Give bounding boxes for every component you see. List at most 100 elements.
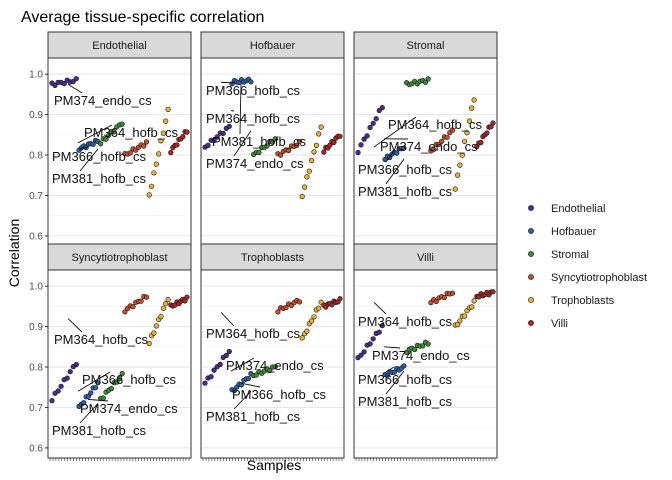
sample-annotation: PM381_hofb_cs bbox=[206, 409, 300, 424]
data-point bbox=[151, 170, 157, 176]
legend: Endothelial Hofbauer Stromal Syncytiotropho… bbox=[528, 203, 647, 330]
data-point bbox=[420, 343, 426, 349]
sample-annotation: PM366_hofb_cs bbox=[52, 149, 146, 164]
data-point bbox=[264, 143, 270, 149]
data-point bbox=[160, 305, 166, 311]
legend-item: Villi bbox=[528, 318, 568, 330]
annotation-leader bbox=[233, 130, 252, 157]
data-point bbox=[401, 363, 407, 369]
data-point bbox=[256, 149, 262, 156]
y-tick-label: 0.6 bbox=[29, 231, 43, 242]
data-point bbox=[391, 369, 398, 375]
data-point bbox=[455, 172, 461, 178]
data-point bbox=[412, 346, 418, 353]
data-point bbox=[248, 79, 254, 85]
legend-label: Villi bbox=[551, 318, 568, 330]
data-point bbox=[81, 400, 87, 406]
data-point bbox=[379, 104, 385, 111]
data-point bbox=[116, 376, 123, 382]
sample-annotation: PM381_hofb_cs bbox=[358, 184, 452, 199]
sample-annotation: PM381_hofb_cs bbox=[358, 394, 452, 409]
facet-strip bbox=[47, 31, 192, 59]
data-point bbox=[214, 134, 220, 140]
sample-annotation: PM364_hofb_cs bbox=[206, 326, 300, 341]
data-point bbox=[211, 367, 217, 373]
data-point bbox=[73, 76, 79, 82]
data-point bbox=[146, 340, 152, 347]
data-point bbox=[90, 141, 96, 147]
data-point bbox=[143, 139, 150, 145]
data-point bbox=[67, 369, 73, 375]
facet-title: Trophoblasts bbox=[241, 252, 305, 264]
data-point bbox=[370, 120, 376, 126]
annotation-leader bbox=[385, 366, 395, 373]
data-point bbox=[449, 290, 456, 296]
data-point bbox=[158, 138, 164, 144]
legend-label: Trophoblasts bbox=[551, 295, 615, 307]
legend-item: Trophoblasts bbox=[528, 295, 615, 307]
data-point bbox=[299, 335, 305, 341]
annotation-leader bbox=[79, 148, 99, 172]
panel-background bbox=[354, 58, 497, 246]
legend-swatch bbox=[528, 228, 534, 234]
legend-item: Syncytiotrophoblast bbox=[528, 272, 647, 284]
data-point bbox=[384, 373, 391, 379]
sample-annotation: PM374_endo_cs bbox=[54, 93, 152, 108]
data-point bbox=[165, 297, 171, 303]
data-point bbox=[168, 150, 174, 156]
panel-border bbox=[353, 269, 498, 459]
data-point bbox=[321, 149, 327, 155]
data-point bbox=[174, 142, 180, 148]
annotation-leader bbox=[385, 370, 405, 395]
annotation-leader bbox=[385, 158, 405, 185]
data-point bbox=[313, 142, 320, 148]
data-point bbox=[180, 134, 186, 140]
data-point bbox=[471, 298, 477, 304]
sample-annotation: PM381_hofb_cs bbox=[212, 134, 306, 149]
sample-annotation: PM374_endo_cs bbox=[372, 348, 470, 363]
sample-annotation: PM374_endo_cs bbox=[380, 139, 478, 154]
data-point bbox=[278, 152, 284, 158]
facet-grid: Endothelial PM374_endo_cs PM364_hofb_cs PM3… bbox=[29, 31, 498, 461]
sample-annotation: PM366_hofb_cs bbox=[232, 387, 326, 402]
chart-title: Average tissue-specific correlation bbox=[21, 9, 264, 26]
data-point bbox=[103, 136, 109, 142]
legend-swatch bbox=[528, 251, 534, 257]
annotation-leader bbox=[220, 312, 235, 327]
facet-title: Hofbauer bbox=[250, 40, 296, 52]
data-point bbox=[441, 295, 448, 301]
facet-panel: Hofbauer PM366_hofb_cs PM364_hofb_cs PM381_… bbox=[200, 31, 345, 247]
facet-panel: Stromal PM364_hofb_cs PM374_endo_cs PM366_h… bbox=[353, 31, 498, 247]
data-point bbox=[462, 138, 468, 144]
data-point bbox=[163, 301, 169, 307]
data-point bbox=[184, 129, 190, 135]
data-point bbox=[452, 186, 458, 192]
data-point bbox=[309, 157, 315, 163]
data-point bbox=[433, 298, 439, 305]
data-point bbox=[245, 375, 252, 382]
annotation-leader bbox=[383, 346, 401, 349]
legend-item: Hofbauer bbox=[528, 226, 597, 238]
annotation-leader bbox=[230, 357, 255, 372]
data-point bbox=[253, 372, 259, 378]
legend-label: Endothelial bbox=[551, 203, 605, 215]
data-point bbox=[469, 304, 475, 310]
annotation-leader bbox=[77, 124, 113, 144]
data-point bbox=[92, 385, 99, 391]
y-tick-label: 0.9 bbox=[29, 110, 43, 121]
data-point bbox=[153, 323, 159, 329]
panel-background bbox=[48, 58, 191, 246]
legend-swatch bbox=[528, 297, 534, 303]
data-point bbox=[217, 361, 223, 368]
data-point bbox=[272, 364, 278, 370]
y-tick-label: 1.0 bbox=[29, 282, 43, 293]
data-point bbox=[151, 330, 157, 336]
sample-annotation: PM364_hofb_cs bbox=[206, 111, 300, 126]
data-point bbox=[106, 132, 112, 138]
data-point bbox=[444, 134, 450, 140]
data-point bbox=[449, 127, 456, 133]
data-point bbox=[457, 162, 463, 168]
data-point bbox=[141, 143, 147, 149]
facet-title: Stromal bbox=[407, 40, 445, 52]
